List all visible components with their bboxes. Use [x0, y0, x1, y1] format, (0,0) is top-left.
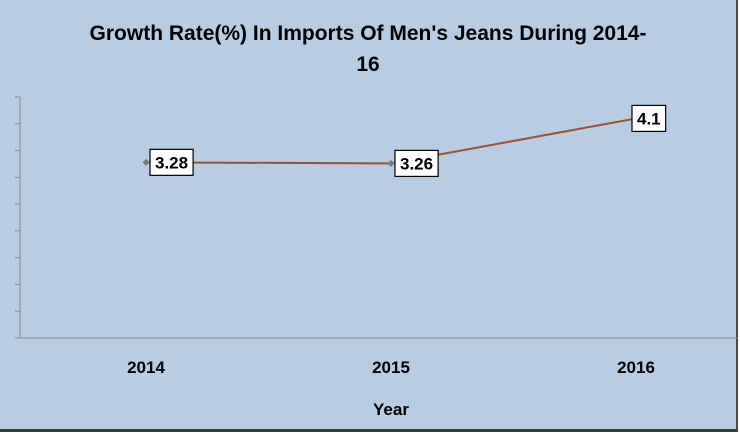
chart-title-line-2: 16 — [356, 53, 379, 76]
chart-title-line-1: Growth Rate(%) In Imports Of Men's Jeans… — [90, 22, 647, 45]
data-point-2014 — [142, 158, 150, 166]
series-layer — [142, 114, 640, 167]
series-line — [145, 117, 637, 165]
data-label-2015: 3.26 — [394, 149, 439, 178]
x-tick-label-2014: 2014 — [127, 358, 165, 377]
data-label-box — [631, 104, 667, 133]
line-chart: Growth Rate(%) In Imports Of Men's Jeans… — [15, 22, 738, 419]
data-point-2015 — [387, 159, 395, 167]
data-label-box — [149, 148, 194, 176]
data-label-2016: 4.1 — [631, 104, 667, 133]
x-tick-label-2015: 2015 — [372, 358, 410, 377]
chart-frame: Growth Rate(%) In Imports Of Men's Jeans… — [0, 0, 738, 432]
data-label-2014: 3.28 — [149, 148, 194, 176]
data-label-text: 3.28 — [155, 153, 188, 172]
data-label-text: 3.26 — [400, 154, 433, 173]
data-labels: 3.28 3.26 4.1 — [149, 104, 667, 178]
axes — [15, 96, 738, 339]
x-tick-label-2016: 2016 — [617, 358, 655, 377]
data-label-text: 4.1 — [637, 109, 661, 128]
data-label-box — [394, 149, 439, 178]
x-axis-title: Year — [373, 400, 409, 419]
